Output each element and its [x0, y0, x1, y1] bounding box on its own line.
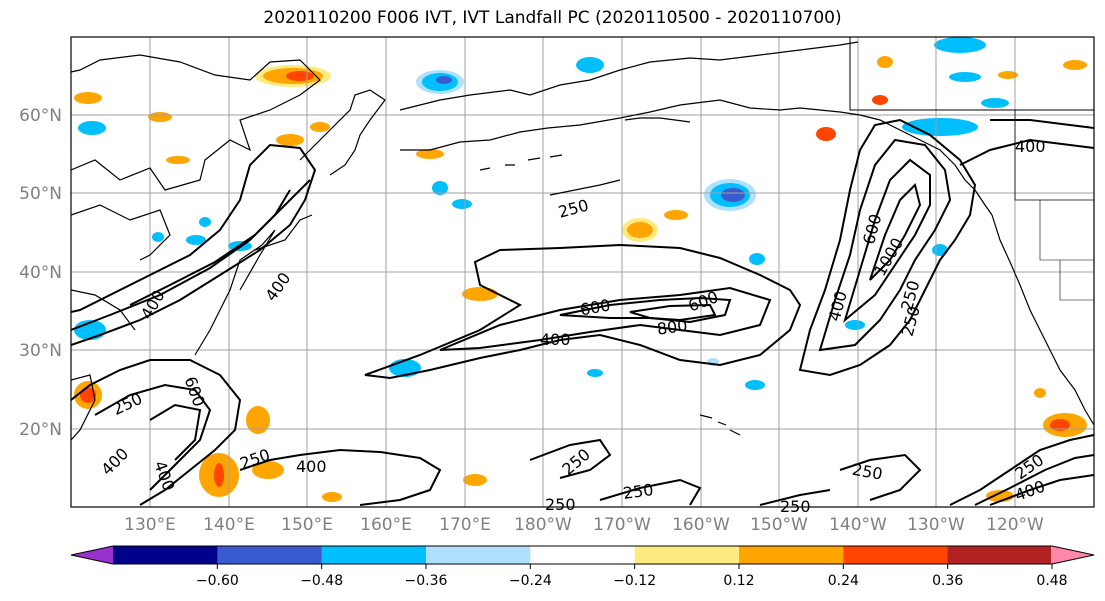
- colorbar-segment: [843, 546, 949, 564]
- colorbar-extend-max: [1051, 546, 1094, 564]
- lon-label: 170°E: [439, 515, 491, 535]
- lat-label: 40°N: [19, 263, 62, 283]
- colorbar-outline: [70, 545, 1095, 565]
- contour-label: 250: [545, 495, 576, 514]
- lon-label: 120°W: [986, 515, 1044, 535]
- colorbar-tick-label: −0.48: [300, 573, 343, 589]
- latitude-labels: 60°N 50°N 40°N 30°N 20°N: [19, 106, 62, 440]
- colorbar-tick-label: 0.24: [828, 573, 859, 589]
- colorbar-tick-label: −0.60: [196, 573, 239, 589]
- contour-label: 400: [296, 457, 327, 476]
- lon-label: 150°E: [281, 515, 333, 535]
- colorbar-tick-label: −0.36: [405, 573, 448, 589]
- contour-label: 250: [622, 480, 655, 503]
- lat-label: 20°N: [19, 420, 62, 440]
- lon-label: 130°W: [907, 515, 965, 535]
- lon-label: 150°W: [750, 515, 808, 535]
- lat-label: 30°N: [19, 341, 62, 361]
- colorbar-tick-label: 0.12: [723, 573, 754, 589]
- plot-frame: [70, 36, 1095, 508]
- colorbar-segment: [426, 546, 531, 564]
- colorbar-segment: [217, 546, 323, 564]
- lon-label: 160°W: [672, 515, 730, 535]
- contour-label: 800: [656, 316, 689, 339]
- colorbar-tick-label: 0.36: [932, 573, 963, 589]
- contour-label: 400: [1015, 137, 1046, 156]
- colorbar-segment: [634, 546, 740, 564]
- colorbar-tick-label: −0.12: [613, 573, 656, 589]
- lat-label: 50°N: [19, 184, 62, 204]
- contour-label: 400: [540, 330, 571, 349]
- colorbar-tick-label: −0.24: [509, 573, 552, 589]
- ivt-contours: [71, 118, 1094, 506]
- lon-label: 140°E: [203, 515, 255, 535]
- lat-label: 60°N: [19, 106, 62, 126]
- colorbar-segment: [739, 546, 844, 564]
- lon-label: 140°W: [829, 515, 887, 535]
- colorbar-extend-min: [71, 546, 114, 564]
- longitude-labels: 130°E 140°E 150°E 160°E 170°E 180°W 170°…: [124, 515, 1044, 535]
- lon-label: 180°W: [514, 515, 572, 535]
- colorbar: −0.60 −0.48 −0.36 −0.24 −0.12 0.12 0.24 0.36 0.4…: [70, 545, 1095, 589]
- coastlines: [71, 37, 1094, 441]
- colorbar-segment: [530, 546, 636, 564]
- colorbar-segment: [321, 546, 427, 564]
- colorbar-segment: [113, 546, 218, 564]
- map-title: 2020110200 F006 IVT, IVT Landfall PC (20…: [263, 8, 842, 28]
- lon-label: 170°W: [593, 515, 651, 535]
- colorbar-segment: [947, 546, 1053, 564]
- colorbar-tick-label: 0.48: [1036, 573, 1067, 589]
- lon-label: 160°E: [360, 515, 412, 535]
- lon-label: 130°E: [124, 515, 176, 535]
